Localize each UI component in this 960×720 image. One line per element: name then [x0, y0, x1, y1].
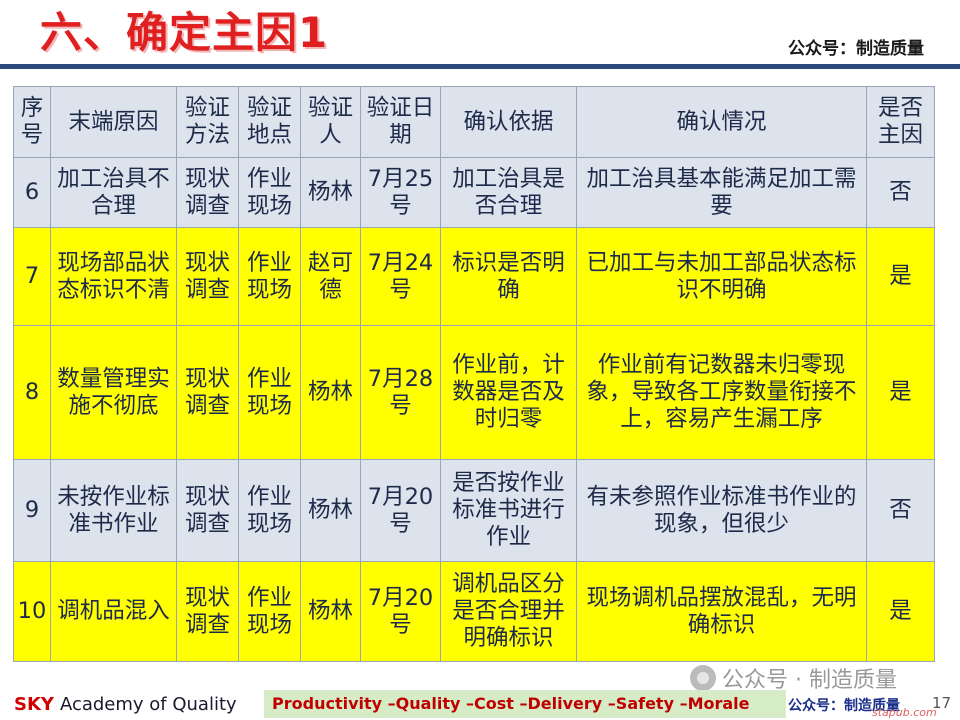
cell-status: 已加工与未加工部品状态标识不明确: [576, 227, 867, 326]
header-status: 确认情况: [576, 86, 867, 158]
brand-account-top: 公众号：制造质量: [788, 39, 924, 59]
header-person: 验证人: [300, 86, 361, 158]
cell-main: 否: [866, 459, 935, 562]
footer-account: 公众号：制造质量: [788, 698, 900, 714]
cell-person: 赵可德: [300, 227, 361, 326]
cell-main: 是: [866, 325, 935, 460]
cell-method: 现状调查: [176, 325, 239, 460]
cell-main: 是: [866, 561, 935, 662]
table-row: 6 加工治具不合理 现状调查 作业现场 杨林 7月25号 加工治具是否合理 加工治具基本能满足…: [13, 157, 935, 228]
table-row: 10 调机品混入 现状调查 作业现场 杨林 7月20号 调机品区分是否合理并明确标识 现场调机…: [13, 561, 935, 662]
header-no: 序号: [13, 86, 51, 158]
footer-slogan: Productivity –Quality –Cost –Delivery –S…: [264, 690, 786, 718]
slide-title: 六、确定主因1: [40, 8, 329, 57]
cell-cause: 未按作业标准书作业: [50, 459, 177, 562]
header-date: 验证日期: [360, 86, 441, 158]
header-basis: 确认依据: [440, 86, 577, 158]
cell-date: 7月20号: [360, 561, 441, 662]
cell-main: 否: [866, 157, 935, 228]
cell-person: 杨林: [300, 561, 361, 662]
cell-place: 作业现场: [238, 561, 301, 662]
cell-basis: 标识是否明确: [440, 227, 577, 326]
cell-person: 杨林: [300, 157, 361, 228]
cell-no: 8: [13, 325, 51, 460]
cell-place: 作业现场: [238, 325, 301, 460]
cell-no: 6: [13, 157, 51, 228]
cell-no: 9: [13, 459, 51, 562]
cell-place: 作业现场: [238, 227, 301, 326]
watermark: 公众号 · 制造质量: [690, 662, 897, 694]
cell-status: 有未参照作业标准书作业的现象，但很少: [576, 459, 867, 562]
cell-cause: 数量管理实施不彻底: [50, 325, 177, 460]
table-row: 8 数量管理实施不彻底 现状调查 作业现场 杨林 7月28号 作业前，计数器是否及时归零 作业…: [13, 325, 935, 460]
watermark-text: 公众号 · 制造质量: [722, 668, 897, 693]
cell-place: 作业现场: [238, 157, 301, 228]
cell-basis: 作业前，计数器是否及时归零: [440, 325, 577, 460]
cell-cause: 调机品混入: [50, 561, 177, 662]
footer-brand-rest: Academy of Quality: [59, 693, 237, 715]
wechat-logo-icon: [690, 665, 716, 691]
cell-no: 7: [13, 227, 51, 326]
title-divider: [0, 64, 960, 69]
cell-status: 现场调机品摆放混乱，无明确标识: [576, 561, 867, 662]
table-row: 7 现场部品状态标识不清 现状调查 作业现场 赵可德 7月24号 标识是否明确 已加工与未加工…: [13, 227, 935, 326]
cell-date: 7月20号: [360, 459, 441, 562]
cell-basis: 加工治具是否合理: [440, 157, 577, 228]
cell-no: 10: [13, 561, 51, 662]
cell-method: 现状调查: [176, 459, 239, 562]
cell-person: 杨林: [300, 459, 361, 562]
header-place: 验证地点: [238, 86, 301, 158]
page-number: 17: [932, 694, 952, 712]
cell-date: 7月28号: [360, 325, 441, 460]
footer-brand: SKY Academy of Quality: [0, 694, 262, 715]
footer: SKY Academy of Quality Productivity –Qual…: [0, 688, 960, 720]
cell-date: 7月25号: [360, 157, 441, 228]
cell-method: 现状调查: [176, 561, 239, 662]
cell-place: 作业现场: [238, 459, 301, 562]
cell-main: 是: [866, 227, 935, 326]
cell-status: 作业前有记数器未归零现象，导致各工序数量衔接不上，容易产生漏工序: [576, 325, 867, 460]
cell-status: 加工治具基本能满足加工需要: [576, 157, 867, 228]
header-main: 是否主因: [866, 86, 935, 158]
cell-cause: 现场部品状态标识不清: [50, 227, 177, 326]
cell-date: 7月24号: [360, 227, 441, 326]
cell-basis: 是否按作业标准书进行作业: [440, 459, 577, 562]
header-method: 验证方法: [176, 86, 239, 158]
cause-verification-table: 序号 末端原因 验证方法 验证地点 验证人 验证日期 确认依据 确认情况 是否主…: [13, 86, 935, 662]
cell-person: 杨林: [300, 325, 361, 460]
cell-method: 现状调查: [176, 227, 239, 326]
footer-brand-sky: SKY: [14, 693, 54, 715]
site-watermark: stapub.com: [872, 706, 937, 719]
table-header-row: 序号 末端原因 验证方法 验证地点 验证人 验证日期 确认依据 确认情况 是否主…: [13, 86, 935, 158]
table-row: 9 未按作业标准书作业 现状调查 作业现场 杨林 7月20号 是否按作业标准书进行作业 有未参…: [13, 459, 935, 562]
cell-cause: 加工治具不合理: [50, 157, 177, 228]
cell-basis: 调机品区分是否合理并明确标识: [440, 561, 577, 662]
cell-method: 现状调查: [176, 157, 239, 228]
header-cause: 末端原因: [50, 86, 177, 158]
